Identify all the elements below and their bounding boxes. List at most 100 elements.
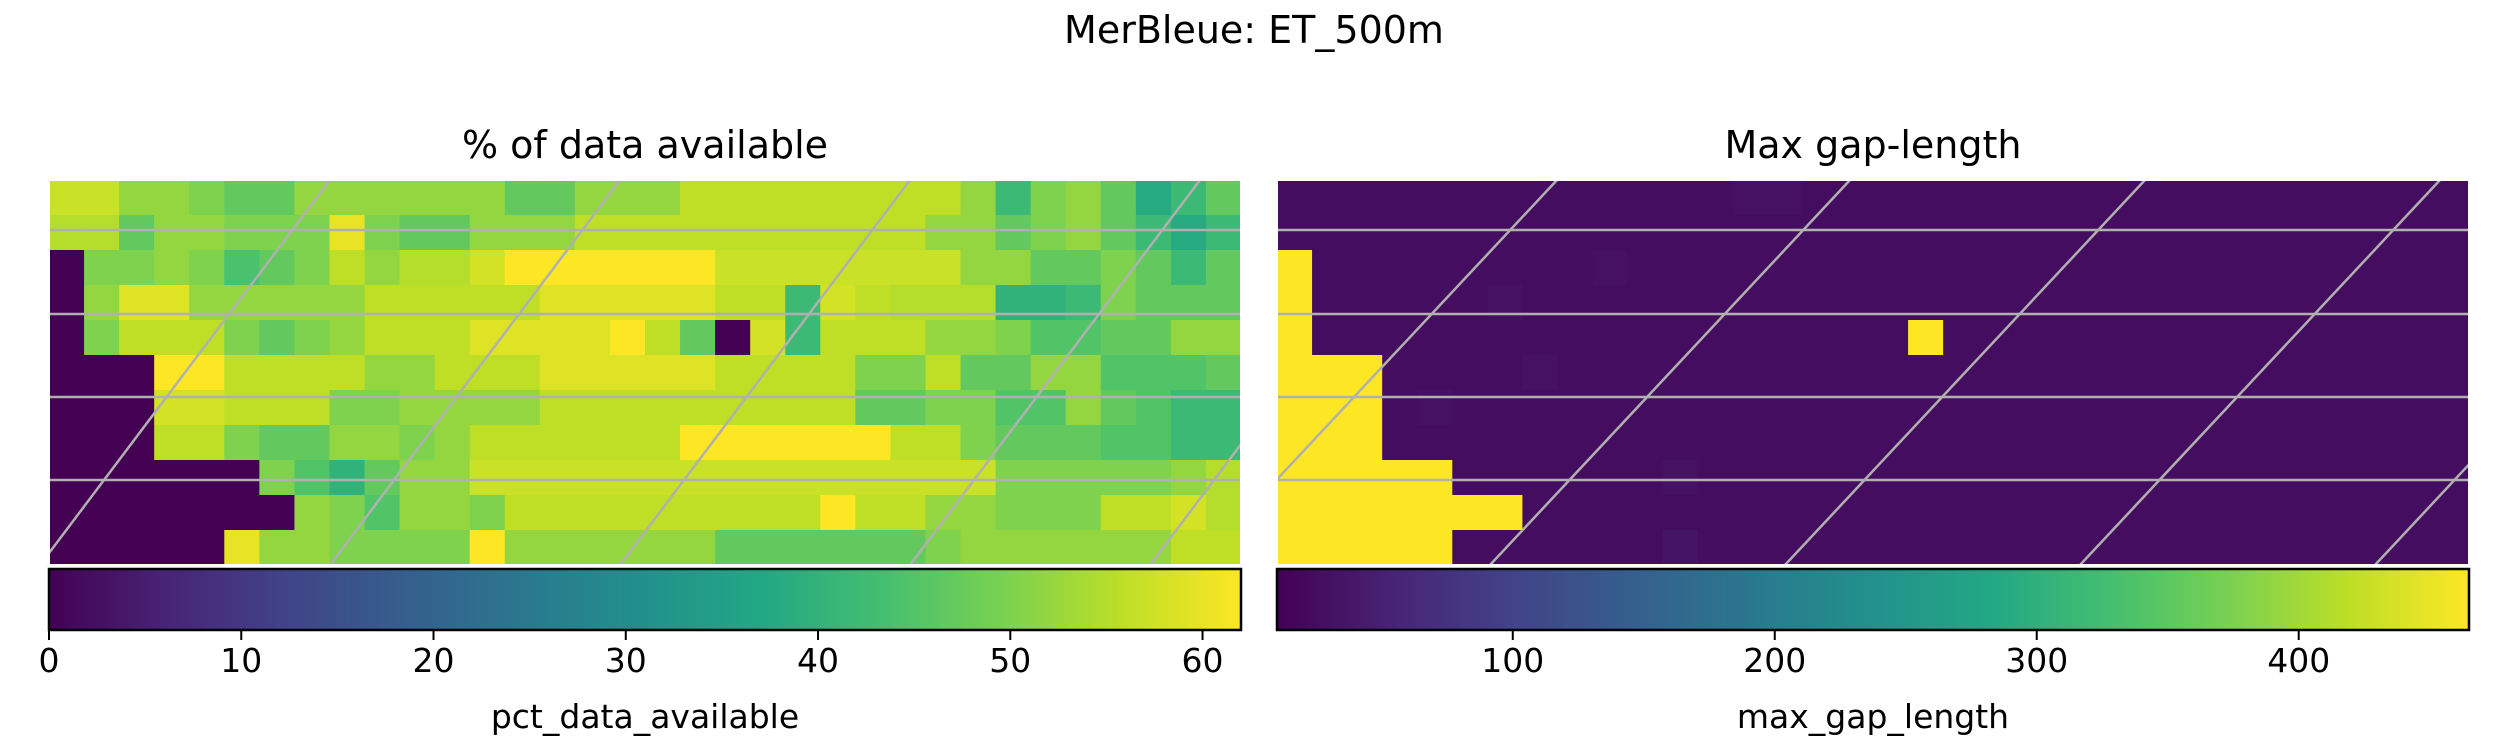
heatmap-cell [1767,390,1804,426]
heatmap-cell [574,460,611,496]
heatmap-cell [1873,215,1909,251]
heatmap-cell [1417,495,1453,531]
heatmap-cell [294,355,331,391]
heatmap-cell [434,250,471,286]
heatmap-cell [224,355,260,391]
heatmap-cell [1908,355,1944,391]
heatmap-cell [1592,355,1629,391]
heatmap-cell [1522,390,1559,426]
heatmap-cell [1697,460,1734,496]
heatmap-cell [1837,390,1874,426]
heatmap-cell [1205,320,1242,356]
heatmap-cell [2118,495,2155,531]
heatmap-cell [1908,320,1944,356]
heatmap-cell [1732,250,1769,286]
heatmap-cell [960,215,997,251]
heatmap-cell [2363,215,2400,251]
heatmap-cell [1557,250,1594,286]
heatmap-cell [2153,390,2190,426]
heatmap-cell [1100,355,1137,391]
heatmap-cell [2153,285,2190,321]
heatmap-cell [785,530,821,566]
heatmap-cell [1873,180,1909,216]
heatmap-cell [715,215,751,251]
heatmap-cell [1417,425,1453,461]
heatmap-cell [1908,530,1944,566]
heatmap-cell [189,285,225,321]
heatmap-cell [364,250,401,286]
heatmap-cell [1030,390,1067,426]
heatmap-cell [2223,180,2260,216]
heatmap-cell [504,425,541,461]
heatmap-cell [1767,320,1804,356]
heatmap-cell [609,215,646,251]
heatmap-cell [855,425,892,461]
heatmap-cell [1592,495,1629,531]
heatmap-cell [1417,460,1453,496]
heatmap-cell [119,355,155,391]
heatmap-cell [1452,320,1488,356]
heatmap-cell [2258,425,2295,461]
heatmap-cell [1873,285,1909,321]
heatmap-cell [2433,285,2470,321]
heatmap-cell [1030,320,1067,356]
heatmap-cell [960,250,997,286]
heatmap-cell [1697,390,1734,426]
heatmap-cell [1065,390,1102,426]
heatmap-cell [154,285,190,321]
heatmap-cell [2048,425,2084,461]
heatmap-cell [469,460,506,496]
heatmap-cell [680,285,716,321]
heatmap-cell [2258,285,2295,321]
heatmap-cell [1100,180,1137,216]
heatmap-cell [539,180,576,216]
heatmap-cell [1312,285,1348,321]
heatmap-cell [1452,215,1488,251]
heatmap-cell [1697,180,1734,216]
heatmap-cell [1662,320,1699,356]
heatmap-cell [1135,495,1172,531]
heatmap-cell [2223,390,2260,426]
heatmap-cell [259,390,296,426]
heatmap-cell [2048,355,2084,391]
heatmap-cell [1978,250,2014,286]
heatmap-cell [960,355,997,391]
heatmap-cell [2328,180,2365,216]
heatmap-cell [1908,495,1944,531]
heatmap-cell [785,495,821,531]
heatmap-cell [469,530,506,566]
heatmap-cell [1732,390,1769,426]
heatmap-cell [680,530,716,566]
heatmap-cell [890,320,927,356]
heatmap-cell [259,530,296,566]
heatmap-cell [574,355,611,391]
heatmap-cell [785,390,821,426]
colorbar-tick-label: 20 [413,641,455,680]
heatmap-cell [2188,250,2225,286]
heatmap-cell [2013,180,2049,216]
heatmap-cell [1697,285,1734,321]
heatmap-cell [1417,250,1453,286]
heatmap-cell [820,250,856,286]
heatmap-cell [1382,320,1418,356]
heatmap-cell [2223,355,2260,391]
heatmap-cell [750,530,786,566]
heatmap-cell [294,390,331,426]
heatmap-cell [1065,250,1102,286]
heatmap-cell [1170,215,1207,251]
heatmap-cell [1277,215,1313,251]
heatmap-cell [1030,495,1067,531]
heatmap-cell [1662,495,1699,531]
heatmap-cell [1662,530,1699,566]
heatmap-cell [1205,180,1242,216]
heatmap-cell [189,390,225,426]
heatmap-cell [1487,180,1524,216]
heatmap-cell [1557,215,1594,251]
heatmap-cell [294,250,331,286]
heatmap-cell [1557,180,1594,216]
heatmap-cell [1452,390,1488,426]
heatmap-cell [1662,180,1699,216]
heatmap-cell [609,495,646,531]
heatmap-cell [680,355,716,391]
heatmap-cell [119,215,155,251]
